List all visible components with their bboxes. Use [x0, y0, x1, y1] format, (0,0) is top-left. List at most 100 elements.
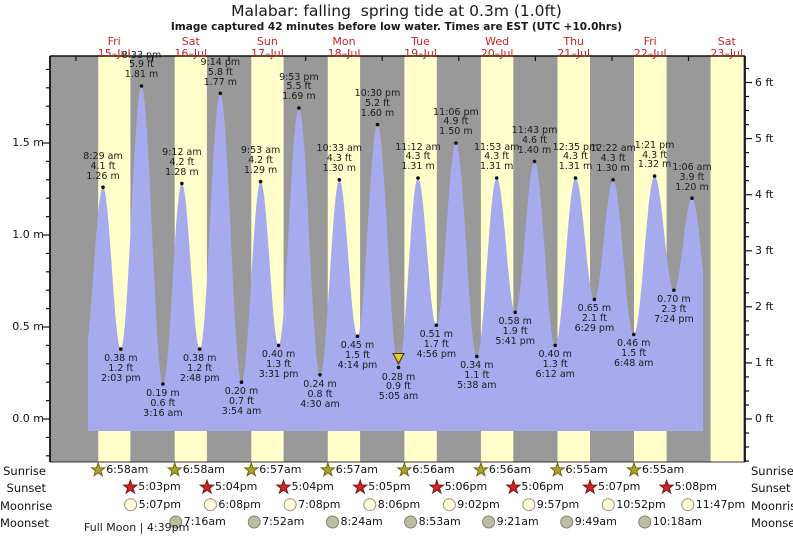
- tide-annotation-low: 0.40 m 1.3 ft 3:31 pm: [258, 349, 299, 381]
- axis-label-metres: 1.5 m: [12, 136, 44, 149]
- sunrise-star: [396, 461, 413, 477]
- moonset-circle: [404, 515, 418, 529]
- day-label: Wed 20–Jul: [480, 35, 514, 60]
- tide-extreme-dot: [690, 196, 694, 200]
- moonrise-time: 9:02pm: [457, 497, 500, 511]
- row-label-sunrise-left: Sunrise: [3, 464, 46, 478]
- axis-label-metres: 1.0 m: [12, 228, 44, 241]
- moonrise-circle: [681, 498, 695, 512]
- moonrise-time: 8:06pm: [377, 497, 421, 511]
- row-label-sunset-right: Sunset: [751, 481, 791, 495]
- tide-extreme-dot: [631, 332, 636, 337]
- tide-annotation-high: 11:53 am 4.3 ft 1.31 m: [473, 141, 520, 173]
- tide-annotation-low: 0.46 m 1.5 ft 6:48 am: [613, 338, 654, 370]
- tide-extreme-dot: [337, 178, 342, 182]
- sunrise-star: [90, 461, 107, 477]
- sunrise-time: 6:55am: [642, 463, 685, 476]
- tide-annotation-high: 11:06 pm 4.9 ft 1.50 m: [433, 106, 479, 138]
- moonrise-circle: [601, 498, 615, 512]
- moonset-time: 9:21am: [496, 515, 539, 528]
- chart-subtitle: Image captured 42 minutes before low wat…: [170, 21, 623, 33]
- row-label-moonrise-right: Moonrise: [751, 499, 793, 513]
- sunrise-time: 6:56am: [412, 463, 455, 476]
- moonrise-circle: [522, 498, 536, 512]
- tide-extreme-dot: [218, 91, 223, 96]
- tide-annotation-high: 12:35 pm 4.3 ft 1.31 m: [552, 141, 599, 173]
- tide-extreme-dot: [454, 141, 458, 145]
- sunset-time: 5:08pm: [674, 480, 717, 494]
- axis-label-feet: 4 ft: [755, 187, 774, 201]
- sunrise-star: [625, 461, 643, 477]
- sunset-star: [428, 478, 445, 495]
- tide-extreme-dot: [553, 343, 557, 348]
- tide-extreme-dot: [434, 323, 439, 328]
- row-label-sunset-left: Sunset: [6, 481, 46, 495]
- sunset-star: [352, 478, 369, 495]
- sunset-star: [505, 478, 522, 495]
- tide-annotation-high: 11:12 am 4.3 ft 1.31 m: [395, 141, 441, 173]
- moonrise-time: 7:08pm: [298, 497, 341, 511]
- tide-annotation-low: 0.70 m 2.3 ft 7:24 pm: [654, 294, 694, 325]
- tide-annotation-low: 0.58 m 1.9 ft 5:41 pm: [495, 316, 535, 348]
- tide-extreme-dot: [475, 354, 479, 359]
- moonset-time: 7:16am: [183, 515, 226, 528]
- sunset-star: [275, 478, 292, 495]
- axis-label-feet: 6 ft: [755, 75, 774, 89]
- tide-annotation-low: 0.38 m 1.2 ft 2:03 pm: [100, 353, 141, 384]
- row-label-moonset-right: Moonset: [751, 516, 793, 530]
- moonset-time: 8:53am: [418, 515, 461, 528]
- sunrise-star: [243, 461, 260, 477]
- axis-label-feet: 1 ft: [755, 355, 774, 369]
- day-label: Sun 17–Jul: [251, 35, 284, 60]
- tide-annotation-high: 9:53 pm 5.5 ft 1.69 m: [279, 71, 319, 103]
- tide-extreme-dot: [611, 178, 615, 182]
- moonset-time: 8:24am: [340, 515, 383, 528]
- tide-extreme-dot: [119, 347, 123, 351]
- tide-extreme-dot: [239, 380, 244, 385]
- sunset-star: [658, 478, 675, 495]
- tide-extreme-dot: [355, 334, 360, 339]
- sunrise-time: 6:57am: [335, 463, 378, 476]
- axis-label-feet: 2 ft: [755, 299, 774, 313]
- moonset-time: 10:18am: [652, 515, 702, 528]
- tide-curve-area: [88, 86, 704, 431]
- tide-extreme-dot: [258, 179, 263, 184]
- tide-extreme-dot: [494, 176, 499, 180]
- moonrise-time: 5:07pm: [138, 497, 181, 511]
- moonset-circle: [326, 515, 339, 529]
- tide-annotation-high: 10:30 pm 5.2 ft 1.60 m: [354, 88, 401, 119]
- tide-annotation-low: 0.51 m 1.7 ft 4:56 pm: [416, 329, 457, 360]
- moonrise-circle: [442, 498, 456, 512]
- moonset-time: 7:52am: [262, 515, 305, 528]
- chart-title: Malabar: falling spring tide at 0.3m (1.…: [231, 2, 562, 20]
- moonrise-circle: [283, 498, 297, 512]
- sunset-star: [198, 478, 216, 495]
- moonset-circle: [247, 515, 261, 529]
- tide-annotation-high: 1:21 pm 4.3 ft 1.32 m: [634, 139, 675, 171]
- tide-annotation-low: 0.24 m 0.8 ft 4:30 am: [300, 378, 340, 410]
- moonset-time: 9:49am: [574, 515, 617, 528]
- sunrise-star: [319, 461, 336, 477]
- tide-annotation-high: 9:12 am 4.2 ft 1.28 m: [162, 147, 202, 178]
- sunrise-star: [166, 461, 183, 477]
- tide-annotation-high: 12:22 am 4.3 ft 1.30 m: [590, 143, 636, 175]
- tide-annotation-high: 11:43 pm 4.6 ft 1.40 m: [511, 124, 558, 156]
- sunrise-time: 6:58am: [106, 463, 149, 476]
- tide-extreme-dot: [161, 382, 165, 386]
- day-label: Fri 15–Jul: [97, 35, 131, 60]
- tide-extreme-dot: [297, 106, 301, 110]
- moon-phase-note: Full Moon | 4:39pm: [84, 521, 190, 534]
- tide-annotation-low: 0.28 m 0.9 ft 5:05 am: [378, 371, 419, 403]
- tide-annotation-low: 0.38 m 1.2 ft 2:48 pm: [179, 353, 220, 384]
- row-label-sunrise-right: Sunrise: [751, 464, 793, 478]
- tide-extreme-dot: [276, 343, 281, 348]
- moonset-circle: [638, 515, 652, 529]
- sunset-time: 5:04pm: [215, 480, 258, 494]
- sunset-time: 5:06pm: [521, 480, 564, 494]
- tide-extreme-dot: [318, 373, 322, 377]
- tide-extreme-dot: [573, 176, 578, 180]
- tide-extreme-dot: [396, 365, 401, 370]
- sunset-time: 5:04pm: [291, 480, 334, 494]
- tide-extreme-dot: [197, 347, 202, 351]
